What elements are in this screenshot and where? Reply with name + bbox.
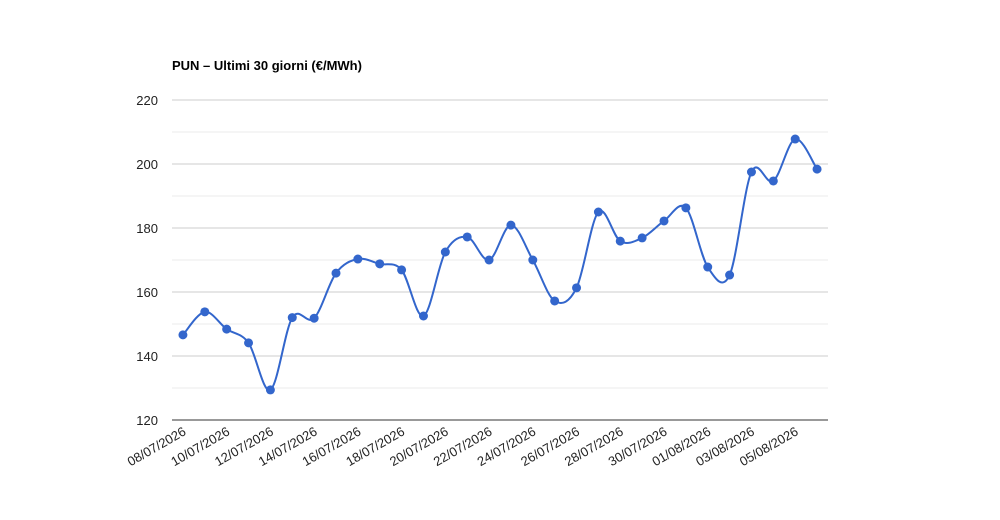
point <box>768 176 778 186</box>
point <box>331 268 341 278</box>
point <box>528 255 538 265</box>
point <box>790 134 800 144</box>
y-tick-label: 220 <box>136 93 158 108</box>
y-tick-label: 120 <box>136 413 158 428</box>
point <box>725 270 735 280</box>
point <box>397 265 407 275</box>
point <box>440 247 450 257</box>
point <box>375 259 385 269</box>
y-tick-label: 200 <box>136 157 158 172</box>
point <box>703 262 713 272</box>
point <box>200 307 210 317</box>
point <box>593 207 603 217</box>
point <box>506 220 516 230</box>
point <box>462 232 472 242</box>
point <box>418 311 428 321</box>
point <box>484 255 494 265</box>
point <box>550 296 560 306</box>
point <box>287 313 297 323</box>
point <box>222 324 232 334</box>
point <box>353 254 363 264</box>
point <box>637 233 647 243</box>
point <box>178 330 188 340</box>
point <box>681 203 691 213</box>
point <box>659 216 669 226</box>
point <box>265 385 275 395</box>
point <box>812 164 822 174</box>
point <box>615 236 625 246</box>
y-tick-label: 160 <box>136 285 158 300</box>
point <box>572 283 582 293</box>
y-tick-label: 180 <box>136 221 158 236</box>
point <box>746 167 756 177</box>
y-tick-label: 140 <box>136 349 158 364</box>
point <box>244 338 254 348</box>
line <box>182 138 818 391</box>
chart-title: PUN – Ultimi 30 giorni (€/MWh) <box>172 58 362 73</box>
point <box>309 313 319 323</box>
